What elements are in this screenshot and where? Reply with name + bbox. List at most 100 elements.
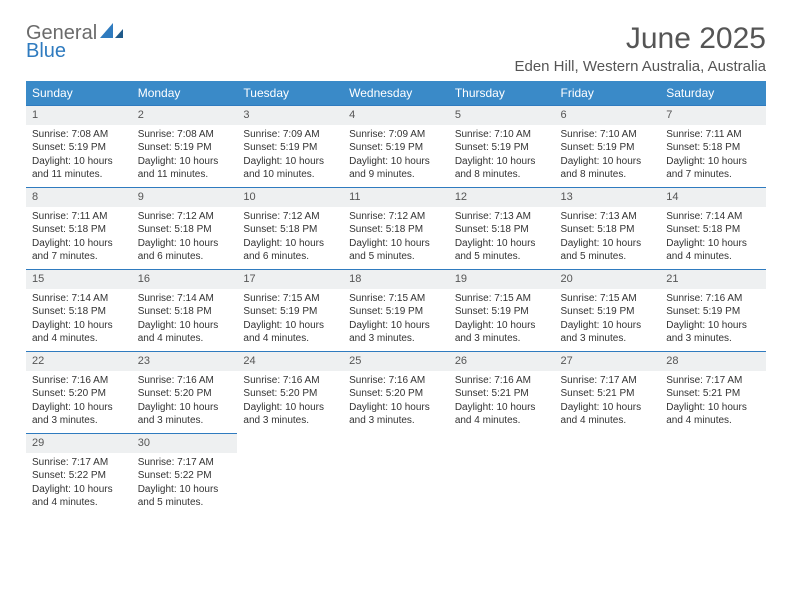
- day-body: Sunrise: 7:12 AMSunset: 5:18 PMDaylight:…: [237, 207, 343, 268]
- day-body: Sunrise: 7:10 AMSunset: 5:19 PMDaylight:…: [555, 125, 661, 186]
- daylight-text: Daylight: 10 hours and 4 minutes.: [455, 401, 549, 428]
- sunset-text: Sunset: 5:19 PM: [243, 305, 337, 319]
- sunrise-text: Sunrise: 7:11 AM: [32, 210, 126, 224]
- calendar-day-cell: 22Sunrise: 7:16 AMSunset: 5:20 PMDayligh…: [26, 351, 132, 433]
- sunrise-text: Sunrise: 7:14 AM: [666, 210, 760, 224]
- calendar-day-cell: 12Sunrise: 7:13 AMSunset: 5:18 PMDayligh…: [449, 187, 555, 269]
- calendar-day-cell: 2Sunrise: 7:08 AMSunset: 5:19 PMDaylight…: [132, 105, 238, 187]
- sunrise-text: Sunrise: 7:15 AM: [455, 292, 549, 306]
- sunset-text: Sunset: 5:21 PM: [666, 387, 760, 401]
- calendar-day-cell: 11Sunrise: 7:12 AMSunset: 5:18 PMDayligh…: [343, 187, 449, 269]
- sunset-text: Sunset: 5:21 PM: [561, 387, 655, 401]
- day-body: Sunrise: 7:16 AMSunset: 5:21 PMDaylight:…: [449, 371, 555, 432]
- sunset-text: Sunset: 5:20 PM: [243, 387, 337, 401]
- sunset-text: Sunset: 5:18 PM: [32, 305, 126, 319]
- day-number: 30: [132, 433, 238, 453]
- sunrise-text: Sunrise: 7:11 AM: [666, 128, 760, 142]
- location-text: Eden Hill, Western Australia, Australia: [514, 58, 766, 75]
- calendar-day-cell: 28Sunrise: 7:17 AMSunset: 5:21 PMDayligh…: [660, 351, 766, 433]
- weekday-header-row: Sunday Monday Tuesday Wednesday Thursday…: [26, 81, 766, 105]
- sunset-text: Sunset: 5:19 PM: [455, 141, 549, 155]
- page-header: General Blue June 2025 Eden Hill, Wester…: [26, 22, 766, 75]
- daylight-text: Daylight: 10 hours and 8 minutes.: [561, 155, 655, 182]
- sunrise-text: Sunrise: 7:16 AM: [666, 292, 760, 306]
- day-number: 1: [26, 105, 132, 125]
- calendar-day-cell: 29Sunrise: 7:17 AMSunset: 5:22 PMDayligh…: [26, 433, 132, 515]
- day-body: Sunrise: 7:08 AMSunset: 5:19 PMDaylight:…: [26, 125, 132, 186]
- calendar-day-cell: [660, 433, 766, 515]
- sunrise-text: Sunrise: 7:16 AM: [138, 374, 232, 388]
- calendar-day-cell: 18Sunrise: 7:15 AMSunset: 5:19 PMDayligh…: [343, 269, 449, 351]
- sunset-text: Sunset: 5:18 PM: [138, 305, 232, 319]
- weekday-header: Friday: [555, 81, 661, 105]
- calendar-day-cell: 16Sunrise: 7:14 AMSunset: 5:18 PMDayligh…: [132, 269, 238, 351]
- day-body: Sunrise: 7:16 AMSunset: 5:20 PMDaylight:…: [26, 371, 132, 432]
- daylight-text: Daylight: 10 hours and 3 minutes.: [349, 401, 443, 428]
- day-number: 7: [660, 105, 766, 125]
- sunset-text: Sunset: 5:19 PM: [561, 141, 655, 155]
- day-number: 28: [660, 351, 766, 371]
- day-number: 14: [660, 187, 766, 207]
- day-number: 20: [555, 269, 661, 289]
- day-number: 3: [237, 105, 343, 125]
- daylight-text: Daylight: 10 hours and 4 minutes.: [666, 401, 760, 428]
- daylight-text: Daylight: 10 hours and 5 minutes.: [138, 483, 232, 510]
- day-number: 25: [343, 351, 449, 371]
- sunrise-text: Sunrise: 7:08 AM: [32, 128, 126, 142]
- day-body: Sunrise: 7:09 AMSunset: 5:19 PMDaylight:…: [237, 125, 343, 186]
- calendar-day-cell: 5Sunrise: 7:10 AMSunset: 5:19 PMDaylight…: [449, 105, 555, 187]
- sunrise-text: Sunrise: 7:12 AM: [349, 210, 443, 224]
- daylight-text: Daylight: 10 hours and 9 minutes.: [349, 155, 443, 182]
- sunset-text: Sunset: 5:18 PM: [32, 223, 126, 237]
- day-number: 8: [26, 187, 132, 207]
- calendar-week-row: 8Sunrise: 7:11 AMSunset: 5:18 PMDaylight…: [26, 187, 766, 269]
- calendar-day-cell: 24Sunrise: 7:16 AMSunset: 5:20 PMDayligh…: [237, 351, 343, 433]
- calendar-day-cell: 14Sunrise: 7:14 AMSunset: 5:18 PMDayligh…: [660, 187, 766, 269]
- calendar-day-cell: 3Sunrise: 7:09 AMSunset: 5:19 PMDaylight…: [237, 105, 343, 187]
- daylight-text: Daylight: 10 hours and 6 minutes.: [243, 237, 337, 264]
- calendar-day-cell: 7Sunrise: 7:11 AMSunset: 5:18 PMDaylight…: [660, 105, 766, 187]
- month-title: June 2025: [514, 22, 766, 56]
- sail-icon: [99, 22, 125, 44]
- daylight-text: Daylight: 10 hours and 4 minutes.: [561, 401, 655, 428]
- day-number: 16: [132, 269, 238, 289]
- sunrise-text: Sunrise: 7:15 AM: [243, 292, 337, 306]
- sunset-text: Sunset: 5:18 PM: [455, 223, 549, 237]
- sunset-text: Sunset: 5:18 PM: [243, 223, 337, 237]
- sunset-text: Sunset: 5:22 PM: [138, 469, 232, 483]
- sunrise-text: Sunrise: 7:16 AM: [455, 374, 549, 388]
- day-body: Sunrise: 7:12 AMSunset: 5:18 PMDaylight:…: [343, 207, 449, 268]
- sunrise-text: Sunrise: 7:16 AM: [243, 374, 337, 388]
- day-number: 12: [449, 187, 555, 207]
- calendar-day-cell: 10Sunrise: 7:12 AMSunset: 5:18 PMDayligh…: [237, 187, 343, 269]
- sunset-text: Sunset: 5:19 PM: [138, 141, 232, 155]
- day-number: 6: [555, 105, 661, 125]
- day-body: Sunrise: 7:17 AMSunset: 5:22 PMDaylight:…: [26, 453, 132, 514]
- daylight-text: Daylight: 10 hours and 3 minutes.: [32, 401, 126, 428]
- day-body: Sunrise: 7:13 AMSunset: 5:18 PMDaylight:…: [449, 207, 555, 268]
- day-body: Sunrise: 7:17 AMSunset: 5:22 PMDaylight:…: [132, 453, 238, 514]
- calendar-day-cell: 6Sunrise: 7:10 AMSunset: 5:19 PMDaylight…: [555, 105, 661, 187]
- daylight-text: Daylight: 10 hours and 4 minutes.: [32, 483, 126, 510]
- day-number: 24: [237, 351, 343, 371]
- day-number: 26: [449, 351, 555, 371]
- daylight-text: Daylight: 10 hours and 11 minutes.: [138, 155, 232, 182]
- calendar-day-cell: 15Sunrise: 7:14 AMSunset: 5:18 PMDayligh…: [26, 269, 132, 351]
- daylight-text: Daylight: 10 hours and 11 minutes.: [32, 155, 126, 182]
- weekday-header: Saturday: [660, 81, 766, 105]
- sunset-text: Sunset: 5:20 PM: [349, 387, 443, 401]
- sunrise-text: Sunrise: 7:08 AM: [138, 128, 232, 142]
- calendar-day-cell: 23Sunrise: 7:16 AMSunset: 5:20 PMDayligh…: [132, 351, 238, 433]
- calendar-day-cell: 25Sunrise: 7:16 AMSunset: 5:20 PMDayligh…: [343, 351, 449, 433]
- daylight-text: Daylight: 10 hours and 5 minutes.: [349, 237, 443, 264]
- sunset-text: Sunset: 5:20 PM: [32, 387, 126, 401]
- calendar-day-cell: [449, 433, 555, 515]
- sunrise-text: Sunrise: 7:12 AM: [243, 210, 337, 224]
- calendar-week-row: 1Sunrise: 7:08 AMSunset: 5:19 PMDaylight…: [26, 105, 766, 187]
- brand-logo: General Blue: [26, 22, 125, 63]
- sunrise-text: Sunrise: 7:09 AM: [349, 128, 443, 142]
- day-number: 18: [343, 269, 449, 289]
- day-body: Sunrise: 7:15 AMSunset: 5:19 PMDaylight:…: [449, 289, 555, 350]
- sunset-text: Sunset: 5:21 PM: [455, 387, 549, 401]
- day-number: 17: [237, 269, 343, 289]
